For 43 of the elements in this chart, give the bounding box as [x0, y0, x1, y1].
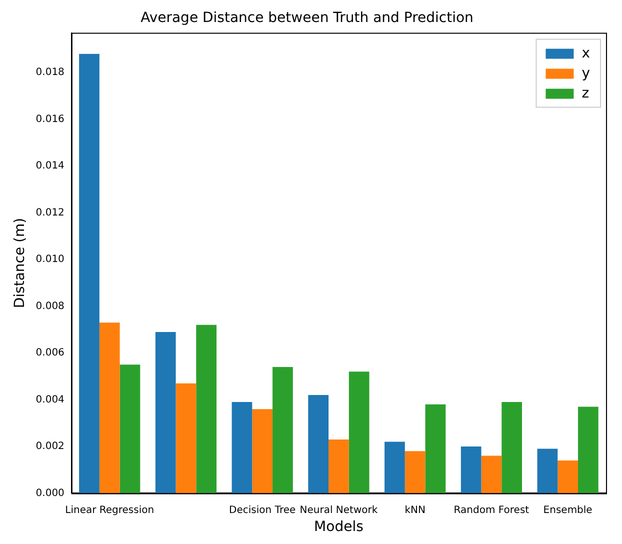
y-tick-label: 0.008 — [36, 300, 64, 312]
legend-label: y — [582, 65, 590, 82]
y-tick-label: 0.014 — [36, 160, 64, 172]
bar — [196, 324, 217, 494]
y-tick-label: 0.000 — [36, 488, 64, 499]
legend-label: z — [582, 85, 590, 102]
bar — [232, 402, 252, 494]
y-tick-label: 0.010 — [36, 254, 64, 266]
bar — [502, 402, 522, 494]
x-axis-title: Models — [314, 519, 364, 536]
y-tick-label: 0.012 — [36, 207, 64, 218]
bar — [79, 54, 100, 494]
x-tick-label: Ensemble — [543, 504, 592, 516]
bar — [460, 446, 482, 494]
y-axis-title: Distance (m) — [12, 218, 28, 308]
bar — [155, 332, 176, 494]
bar — [558, 460, 578, 494]
x-tick-label: Linear Regression — [65, 504, 154, 516]
legend-label: x — [582, 45, 590, 62]
y-tick-label: 0.004 — [36, 394, 64, 406]
bar — [328, 439, 349, 494]
bar — [537, 448, 558, 494]
chart-title: Average Distance between Truth and Prediction — [140, 10, 474, 26]
bar — [404, 451, 426, 494]
x-tick-label: Neural Network — [300, 504, 378, 516]
y-tick-label: 0.016 — [36, 114, 64, 125]
bar — [425, 404, 446, 494]
bar — [99, 322, 120, 494]
x-tick-label: Decision Tree — [229, 504, 296, 516]
bar — [578, 406, 598, 494]
bar — [252, 409, 273, 494]
bar — [272, 367, 293, 494]
y-tick-label: 0.018 — [36, 67, 64, 78]
y-tick-label: 0.006 — [36, 348, 64, 359]
bar — [348, 372, 370, 494]
bar — [308, 395, 329, 494]
bar — [481, 456, 502, 494]
x-tick-label: kNN — [404, 504, 426, 516]
bar — [120, 364, 140, 494]
bar — [176, 383, 196, 494]
bar — [384, 442, 405, 494]
x-tick-label: Random Forest — [454, 504, 530, 516]
y-tick-label: 0.002 — [36, 441, 64, 452]
